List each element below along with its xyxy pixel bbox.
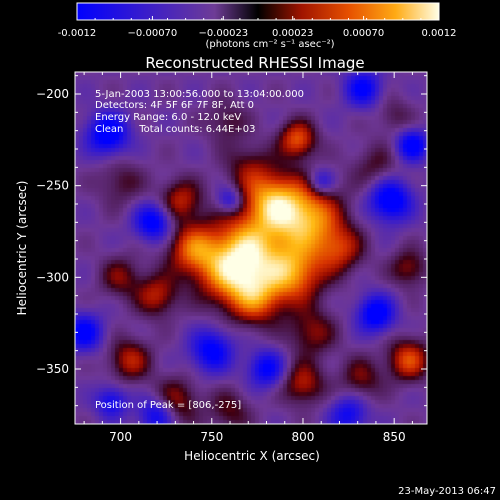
x-tick-label: 800 <box>292 430 315 444</box>
colorbar-tick-label: 0.0012 <box>422 28 457 39</box>
annotation-peak: Position of Peak = [806,-275] <box>95 400 241 411</box>
annotations: 5-Jan-2003 13:00:56.000 to 13:04:00.000 … <box>95 89 304 411</box>
y-tick-label: −200 <box>36 87 69 101</box>
colorbar-tick-label: −0.00070 <box>128 28 178 39</box>
colorbar-gradient <box>76 2 440 21</box>
annotation-time: 5-Jan-2003 13:00:56.000 to 13:04:00.000 <box>95 89 304 100</box>
heatmap-image <box>75 72 427 424</box>
annotation-detectors: Detectors: 4F 5F 6F 7F 8F, Att 0 <box>95 100 254 111</box>
plot-area: 700 750 800 850 −200 −250 −300 −350 <box>36 71 428 444</box>
colorbar-tick-label: -0.0012 <box>58 28 97 39</box>
y-tick-label: −300 <box>36 270 69 284</box>
x-tick-label: 750 <box>200 430 223 444</box>
x-axis-ticks: 700 750 800 850 <box>83 72 413 444</box>
colorbar-tick-label: 0.00023 <box>272 28 313 39</box>
y-axis-label: Heliocentric Y (arcsec) <box>15 181 29 316</box>
chart-title: Reconstructed RHESSI Image <box>145 54 364 72</box>
plot-frame <box>74 71 428 425</box>
y-tick-label: −350 <box>36 362 69 376</box>
colorbar-unit: (photons cm⁻² s⁻¹ asec⁻²) <box>205 39 334 50</box>
x-tick-label: 850 <box>383 430 406 444</box>
y-axis-ticks: −200 −250 −300 −350 <box>36 75 427 407</box>
annotation-method: Clean Total counts: 6.44E+03 <box>95 124 255 135</box>
x-axis-label: Heliocentric X (arcsec) <box>184 449 320 463</box>
footer-timestamp: 23-May-2013 06:47 <box>398 486 496 497</box>
y-tick-label: −250 <box>36 179 69 193</box>
colorbar-tick-label: 0.00070 <box>343 28 384 39</box>
colorbar-tick-label: −0.00023 <box>198 28 248 39</box>
colorbar-ticks: -0.0012 −0.00070 −0.00023 0.00023 0.00070 0.0… <box>58 16 457 39</box>
colorbar: -0.0012 −0.00070 −0.00023 0.00023 0.00070 0.0… <box>58 2 457 50</box>
x-tick-label: 700 <box>109 430 132 444</box>
annotation-energy: Energy Range: 6.0 - 12.0 keV <box>95 112 241 123</box>
